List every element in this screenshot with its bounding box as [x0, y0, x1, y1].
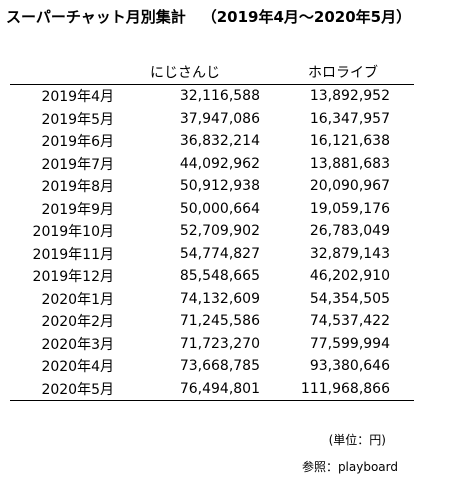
cell-hololive: 77,599,994 [309, 335, 390, 352]
cell-month: 2019年12月 [32, 269, 114, 286]
cell-month: 2019年9月 [41, 201, 114, 218]
cell-month: 2020年5月 [10, 377, 120, 401]
cell-hololive: 111,968,866 [266, 377, 414, 401]
superchat-table-container: にじさんじ ホロライブ 2019年4月 32,116,588 13,892,95… [10, 58, 414, 401]
title-main: スーパーチャット月別集計 [6, 8, 186, 26]
cell-nijisanji: 50,912,938 [179, 178, 260, 195]
header-month [10, 58, 120, 85]
cell-nijisanji: 37,947,086 [179, 110, 260, 127]
table-row: 2019年9月 50,000,664 19,059,176 [10, 198, 414, 221]
cell-hololive: 13,892,952 [309, 88, 390, 105]
cell-hololive: 54,354,505 [309, 290, 390, 307]
cell-hololive: 13,881,683 [309, 155, 390, 172]
table-row: 2020年2月 71,245,586 74,537,422 [10, 310, 414, 333]
table-row: 2020年5月 76,494,801 111,968,866 [10, 377, 414, 401]
cell-month: 2019年5月 [41, 111, 114, 128]
table-row: 2019年7月 44,092,962 13,881,683 [10, 153, 414, 176]
cell-hololive: 26,783,049 [309, 223, 390, 240]
cell-hololive: 93,380,646 [309, 358, 390, 375]
table-row: 2019年10月 52,709,902 26,783,049 [10, 220, 414, 243]
page-title: スーパーチャット月別集計 （2019年4月～2020年5月） [6, 6, 411, 27]
cell-month: 2019年11月 [32, 246, 114, 263]
cell-month: 2019年8月 [41, 179, 114, 196]
cell-hololive: 16,347,957 [309, 110, 390, 127]
cell-nijisanji: 85,548,665 [179, 268, 260, 285]
unit-note: (単位：円) [328, 433, 386, 447]
table-row: 2019年12月 85,548,665 46,202,910 [10, 265, 414, 288]
cell-month: 2020年2月 [41, 314, 114, 331]
cell-nijisanji: 76,494,801 [120, 377, 266, 401]
cell-nijisanji: 71,723,270 [179, 335, 260, 352]
cell-nijisanji: 50,000,664 [179, 200, 260, 217]
cell-month: 2019年6月 [41, 134, 114, 151]
cell-month: 2019年4月 [41, 89, 114, 106]
cell-hololive: 74,537,422 [309, 313, 390, 330]
title-range: （2019年4月～2020年5月） [201, 8, 412, 26]
source-note: 参照：playboard [301, 460, 398, 474]
table-row: 2020年3月 71,723,270 77,599,994 [10, 333, 414, 356]
cell-hololive: 46,202,910 [309, 268, 390, 285]
cell-hololive: 20,090,967 [309, 178, 390, 195]
cell-hololive: 16,121,638 [309, 133, 390, 150]
table-row: 2019年6月 36,832,214 16,121,638 [10, 130, 414, 153]
cell-nijisanji: 71,245,586 [179, 313, 260, 330]
cell-nijisanji: 44,092,962 [179, 155, 260, 172]
cell-nijisanji: 54,774,827 [179, 245, 260, 262]
cell-month: 2020年3月 [41, 336, 114, 353]
table-row: 2019年11月 54,774,827 32,879,143 [10, 243, 414, 266]
header-nijisanji: にじさんじ [120, 58, 266, 85]
table-row: 2020年4月 73,668,785 93,380,646 [10, 355, 414, 378]
table-row: 2019年4月 32,116,588 13,892,952 [10, 85, 414, 108]
table-header-row: にじさんじ ホロライブ [10, 58, 414, 85]
cell-month: 2020年4月 [41, 359, 114, 376]
cell-hololive: 32,879,143 [309, 245, 390, 262]
cell-month: 2019年7月 [41, 156, 114, 173]
table-row: 2019年5月 37,947,086 16,347,957 [10, 108, 414, 131]
cell-nijisanji: 32,116,588 [179, 88, 260, 105]
cell-month: 2019年10月 [32, 224, 114, 241]
cell-nijisanji: 36,832,214 [179, 133, 260, 150]
cell-month: 2020年1月 [41, 291, 114, 308]
cell-nijisanji: 74,132,609 [179, 290, 260, 307]
cell-nijisanji: 73,668,785 [179, 358, 260, 375]
header-hololive: ホロライブ [266, 58, 414, 85]
cell-nijisanji: 52,709,902 [179, 223, 260, 240]
superchat-table: にじさんじ ホロライブ 2019年4月 32,116,588 13,892,95… [10, 58, 414, 401]
cell-hololive: 19,059,176 [309, 200, 390, 217]
table-row: 2020年1月 74,132,609 54,354,505 [10, 288, 414, 311]
table-row: 2019年8月 50,912,938 20,090,967 [10, 175, 414, 198]
table-body: 2019年4月 32,116,588 13,892,952 2019年5月 37… [10, 85, 414, 401]
